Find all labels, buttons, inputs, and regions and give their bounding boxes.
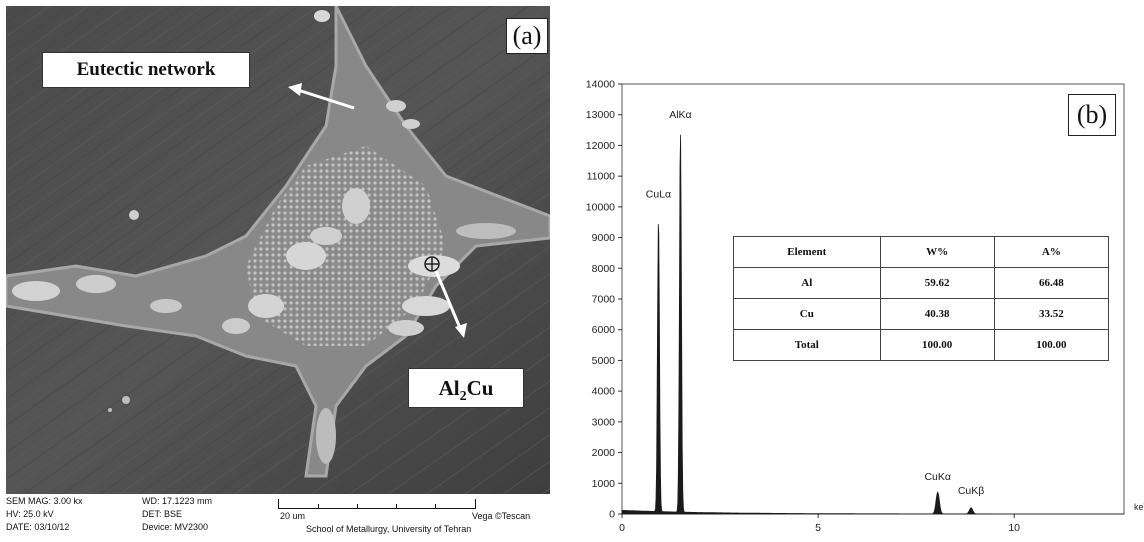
y-tick-label: 14000 bbox=[586, 79, 615, 91]
scale-bar bbox=[278, 499, 476, 509]
y-tick-label: 1000 bbox=[592, 478, 616, 490]
brand-label: Vega ©Tescan bbox=[472, 511, 531, 521]
y-tick-label: 11000 bbox=[587, 171, 616, 183]
al2cu-callout-tail: Cu bbox=[466, 376, 494, 400]
eutectic-network-callout: Eutectic network bbox=[42, 52, 250, 88]
table-cell: 100.00 bbox=[993, 329, 1110, 361]
spectrum-trace bbox=[621, 134, 1124, 515]
composition-table: Element W% A% Al 59.62 66.48 Cu 40.38 33… bbox=[733, 236, 1110, 361]
table-cell: Al bbox=[733, 267, 881, 299]
table-row: Total 100.00 100.00 bbox=[733, 329, 1110, 361]
y-tick-label: 6000 bbox=[592, 324, 616, 336]
table-header-cell: Element bbox=[733, 236, 881, 268]
peak-label: AlKα bbox=[669, 109, 691, 121]
x-tick-label: 5 bbox=[815, 522, 821, 534]
date-readout: DATE: 03/10/12 bbox=[6, 522, 70, 532]
eds-spectrum-panel: 0 1000 2000 3000 4000 5000 6000 7000 8000 9000 100… bbox=[560, 70, 1144, 542]
scale-bar-label: 20 um bbox=[280, 511, 306, 521]
sem-info-bar: SEM MAG: 3.00 kx HV: 25.0 kV DATE: 03/10… bbox=[6, 494, 550, 540]
wd-readout: WD: 17.1223 mm bbox=[142, 496, 213, 506]
sem-mag-readout: SEM MAG: 3.00 kx bbox=[6, 496, 83, 506]
table-cell: 66.48 bbox=[993, 267, 1110, 299]
table-cell: Cu bbox=[733, 298, 881, 330]
detector-readout: DET: BSE bbox=[142, 509, 183, 519]
table-header-row: Element W% A% bbox=[733, 236, 1110, 268]
panel-a-label: (a) bbox=[506, 18, 548, 54]
al2cu-callout-element: Al bbox=[438, 376, 460, 400]
y-tick-label: 5000 bbox=[592, 355, 616, 367]
table-cell: 100.00 bbox=[879, 329, 995, 361]
hv-readout: HV: 25.0 kV bbox=[6, 509, 54, 519]
al2cu-callout: Al2Cu bbox=[408, 368, 524, 408]
table-cell: 40.38 bbox=[879, 298, 995, 330]
peak-label: CuLα bbox=[646, 189, 671, 201]
table-row: Al 59.62 66.48 bbox=[733, 267, 1110, 299]
table-cell: Total bbox=[733, 329, 881, 361]
table-row: Cu 40.38 33.52 bbox=[733, 298, 1110, 330]
y-tick-label: 7000 bbox=[592, 294, 616, 306]
x-axis-label: keV bbox=[1134, 502, 1144, 512]
y-tick-label: 12000 bbox=[586, 140, 615, 152]
table-header-cell: W% bbox=[879, 236, 995, 268]
device-readout: Device: MV2300 bbox=[142, 522, 209, 532]
al2cu-callout-subscript: 2 bbox=[459, 389, 467, 405]
sem-micrograph-panel: (a) Eutectic network Al2Cu bbox=[6, 6, 550, 494]
y-tick-label: 8000 bbox=[592, 263, 616, 275]
institution-label: School of Metallurgy, University of Tehr… bbox=[306, 524, 472, 534]
table-header-cell: A% bbox=[993, 236, 1110, 268]
y-tick-label: 2000 bbox=[592, 447, 616, 459]
x-tick-label: 0 bbox=[619, 522, 625, 534]
y-tick-label: 3000 bbox=[592, 416, 616, 428]
y-tick-label: 4000 bbox=[592, 386, 616, 398]
panel-b-label: (b) bbox=[1068, 94, 1116, 136]
y-tick-label: 13000 bbox=[586, 109, 615, 121]
table-cell: 59.62 bbox=[879, 267, 995, 299]
y-tick-label: 0 bbox=[609, 509, 615, 521]
table-cell: 33.52 bbox=[993, 298, 1110, 330]
y-tick-label: 10000 bbox=[586, 201, 615, 213]
peak-label: CuKα bbox=[924, 471, 951, 483]
y-tick-label: 9000 bbox=[592, 232, 616, 244]
x-tick-label: 10 bbox=[1008, 522, 1020, 534]
peak-label: CuKβ bbox=[958, 485, 984, 497]
